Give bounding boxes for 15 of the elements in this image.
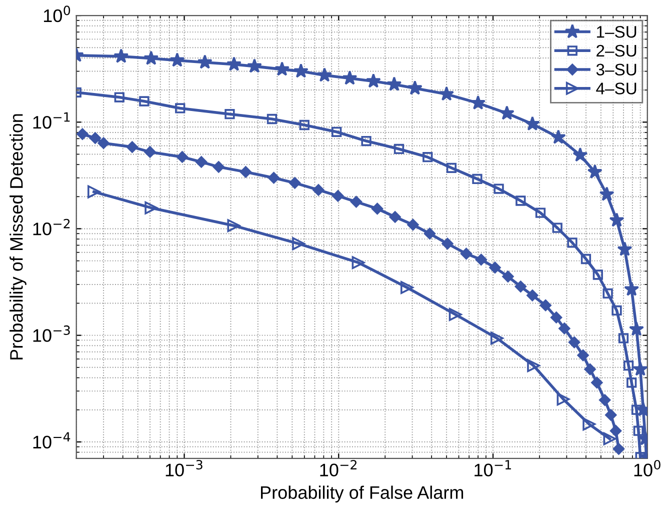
x-tick-label: 10$^{−1}$ [474,460,511,476]
y-tick-label: 10$^{−1}$ [33,112,70,129]
x-tick-label: 10$^{−2}$ [320,460,356,476]
x-axis-title: Probability of False Alarm [261,486,464,503]
legend-label: 3–SU [596,64,636,76]
y-tick-label: 10$^{0}$ [44,6,70,22]
y-tick-label: 10$^{−3}$ [33,325,70,342]
y-tick-label: 10$^{−2}$ [33,218,70,236]
y-tick-label: 10$^{−4}$ [33,432,70,449]
legend-label: 1–SU [596,26,636,38]
legend-label: 2–SU [596,44,636,57]
x-tick-label: 10$^{−3}$ [166,460,202,476]
y-axis-title: Probability of Missed Detection [10,114,26,360]
x-tick-label: 10$^{0}$ [634,460,660,476]
legend-label: 4–SU [596,82,636,94]
